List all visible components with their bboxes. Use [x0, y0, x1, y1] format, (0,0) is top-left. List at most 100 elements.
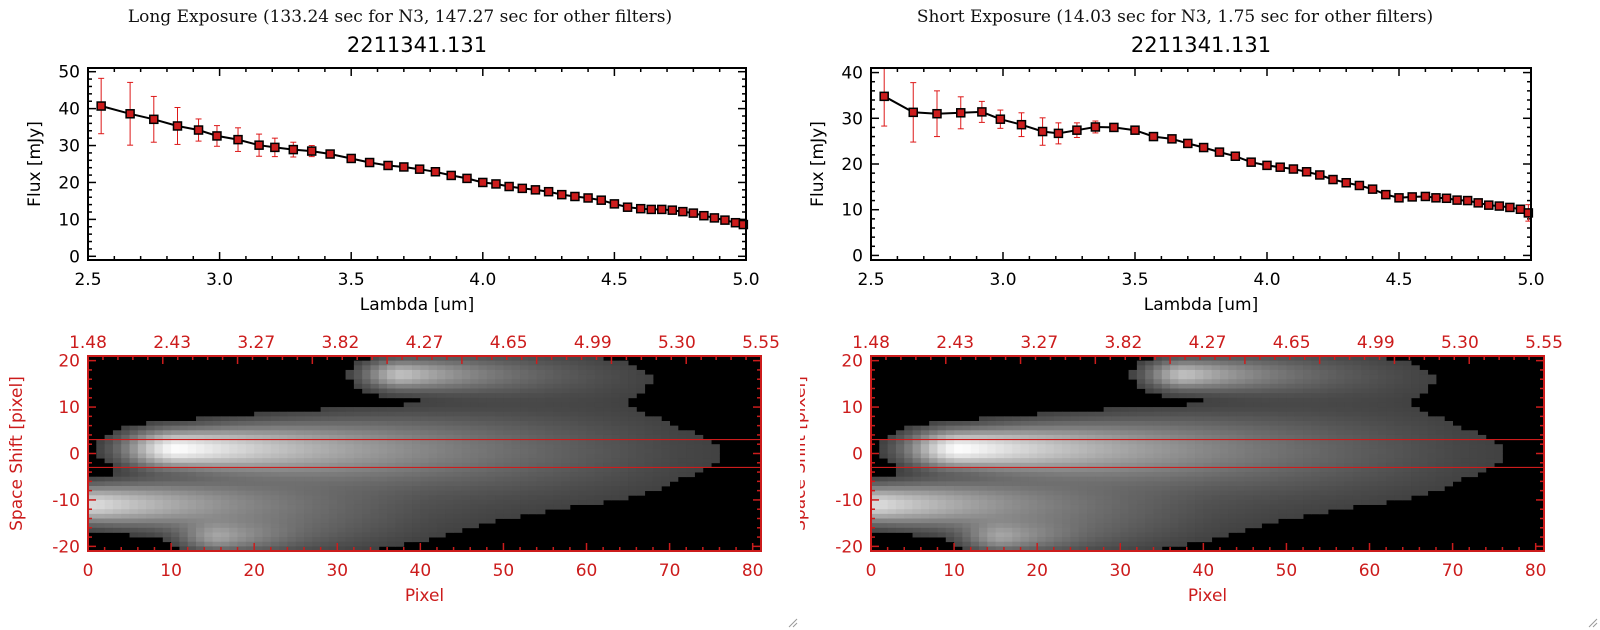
- image-pixel: [553, 369, 562, 375]
- image-pixel: [312, 513, 322, 519]
- image-pixel: [987, 518, 997, 524]
- image-pixel: [1070, 434, 1080, 440]
- image-pixel: [1411, 453, 1420, 459]
- image-pixel: [1352, 365, 1362, 371]
- image-pixel: [503, 453, 513, 459]
- image-pixel: [1261, 360, 1271, 366]
- image-pixel: [104, 439, 114, 445]
- image-pixel: [204, 537, 214, 543]
- image-pixel: [553, 397, 562, 403]
- image-pixel: [1195, 467, 1204, 473]
- image-pixel: [320, 499, 330, 505]
- image-pixel: [1037, 425, 1046, 431]
- image-pixel: [528, 476, 538, 482]
- image-pixel: [970, 425, 980, 431]
- image-pixel: [569, 397, 579, 403]
- image-pixel: [121, 425, 130, 431]
- resize-grip-icon[interactable]: [786, 616, 798, 628]
- image-pixel: [295, 467, 305, 473]
- x-tick-label: 80: [742, 561, 764, 581]
- image-pixel: [987, 448, 997, 454]
- image-pixel: [1228, 486, 1237, 492]
- image-pixel: [1195, 411, 1204, 417]
- image-pixel: [1319, 383, 1329, 389]
- image-pixel: [1253, 430, 1262, 436]
- image-pixel: [920, 467, 930, 473]
- image-pixel: [1053, 462, 1063, 468]
- image-pixel: [304, 541, 313, 547]
- image-pixel: [569, 425, 579, 431]
- image-pixel: [1195, 504, 1204, 510]
- image-pixel: [470, 421, 479, 427]
- image-pixel: [220, 476, 230, 482]
- image-pixel: [1336, 481, 1345, 487]
- image-pixel: [520, 472, 529, 478]
- image-pixel: [387, 481, 396, 487]
- image-pixel: [553, 379, 562, 385]
- image-pixel: [578, 467, 587, 473]
- image-pixel: [1145, 374, 1154, 380]
- image-pixel: [378, 509, 388, 515]
- image-pixel: [1303, 411, 1312, 417]
- data-point: [709, 213, 720, 223]
- image-pixel: [1195, 527, 1204, 533]
- image-pixel: [312, 439, 322, 445]
- image-pixel: [1078, 462, 1088, 468]
- image-pixel: [1386, 462, 1395, 468]
- image-pixel: [569, 379, 579, 385]
- image-pixel: [1203, 421, 1213, 427]
- image-pixel: [428, 439, 438, 445]
- image-pixel: [937, 513, 947, 519]
- image-pixel: [320, 546, 330, 552]
- image-pixel: [362, 490, 371, 496]
- image-pixel: [536, 421, 546, 427]
- image-pixel: [420, 369, 430, 375]
- image-pixel: [1136, 407, 1146, 413]
- image-pixel: [137, 462, 147, 468]
- image-pixel: [1003, 458, 1013, 464]
- x-tick-label: 2.5: [857, 270, 884, 290]
- data-point: [1494, 201, 1505, 211]
- image-pixel: [1294, 495, 1304, 501]
- image-pixel: [1178, 453, 1188, 459]
- image-pixel: [88, 476, 97, 482]
- image-pixel: [420, 509, 430, 515]
- image-pixel: [644, 434, 654, 440]
- image-pixel: [403, 481, 413, 487]
- image-pixel: [1020, 444, 1030, 450]
- image-pixel: [187, 430, 197, 436]
- image-pixel: [1336, 365, 1345, 371]
- image-pixel: [486, 374, 496, 380]
- image-pixel: [445, 472, 454, 478]
- image-pixel: [929, 444, 938, 450]
- image-pixel: [1136, 383, 1146, 389]
- image-pixel: [245, 462, 255, 468]
- image-pixel: [1278, 397, 1287, 403]
- image-pixel: [636, 374, 646, 380]
- image-pixel: [1278, 416, 1287, 422]
- image-pixel: [1087, 421, 1096, 427]
- image-pixel: [970, 434, 980, 440]
- image-pixel: [171, 472, 180, 478]
- image-pixel: [187, 448, 197, 454]
- image-pixel: [1078, 439, 1088, 445]
- image-pixel: [1352, 421, 1362, 427]
- image-pixel: [104, 513, 114, 519]
- image-pixel: [1394, 421, 1404, 427]
- image-pixel: [536, 411, 546, 417]
- image-pixel: [1087, 509, 1096, 515]
- image-pixel: [345, 472, 355, 478]
- y-axis-label: Flux [mJy]: [808, 121, 828, 207]
- data-point: [570, 191, 580, 202]
- image-pixel: [370, 425, 380, 431]
- image-pixel: [929, 532, 938, 538]
- image-pixel: [1278, 439, 1287, 445]
- image-pixel: [295, 523, 305, 529]
- image-pixel: [1394, 467, 1404, 473]
- image-pixel: [962, 476, 972, 482]
- image-pixel: [611, 490, 621, 496]
- image-pixel: [1244, 430, 1254, 436]
- image-pixel: [428, 444, 438, 450]
- image-pixel: [1402, 434, 1412, 440]
- image-pixel: [370, 462, 380, 468]
